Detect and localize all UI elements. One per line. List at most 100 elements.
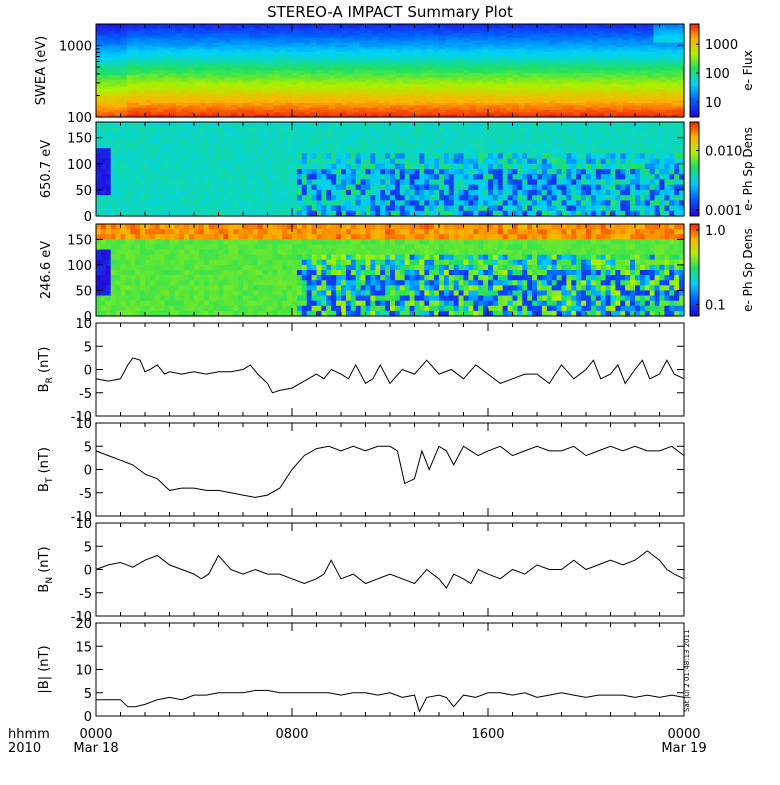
pad650-heatmap-cell [238,153,244,159]
pad650-heatmap-cell [277,164,283,170]
pad650-heatmap-cell [459,143,465,149]
pad650-heatmap-cell [669,143,675,149]
pad650-heatmap-cell [326,127,332,133]
pad650-heatmap-cell [361,127,367,133]
pad650-heatmap-cell [532,159,538,165]
pad650-heatmap-cell [189,159,195,165]
pad650-heatmap-cell [361,159,367,165]
pad650-heatmap-cell [586,148,592,154]
pad650-heatmap-cell [258,122,264,128]
pad650-heatmap-cell [292,164,298,170]
pad650-heatmap-cell [268,122,274,128]
pad650-heatmap-cell [121,132,127,138]
pad650-heatmap-cell [537,164,543,170]
pad650-heatmap-cell [596,153,602,159]
pad650-heatmap-cell [258,132,264,138]
pad650-heatmap-cell [527,132,533,138]
pad650-heatmap-cell [532,132,538,138]
pad650-heatmap-cell [674,138,680,144]
pad650-heatmap-cell [444,127,450,133]
pad650-heatmap-cell [317,143,323,149]
pad650-heatmap-cell [586,143,592,149]
pad650-heatmap-cell [361,138,367,144]
pad650-heatmap-cell [253,127,258,133]
pad650-heatmap-cell [611,143,617,149]
pad650-heatmap-cell [140,127,146,133]
pad650-heatmap-cell [449,143,455,149]
pad650-heatmap-cell [498,122,504,128]
pad650-heatmap-cell [321,138,327,144]
pad650-heatmap-cell [439,132,445,138]
pad650-heatmap-cell [184,164,190,170]
pad650-heatmap-cell [140,143,146,149]
pad650-heatmap-cell [336,127,342,133]
pad650-heatmap-cell [287,143,293,149]
pad650-heatmap-cell [611,148,617,154]
pad650-heatmap-cell [537,138,543,144]
pad650-heatmap-cell [174,164,180,170]
pad650-heatmap-cell [106,138,112,144]
pad650-heatmap-cell [336,132,342,138]
pad650-heatmap-cell [130,159,136,165]
pad650-heatmap-cell [223,132,229,138]
pad650-heatmap-cell [155,127,161,133]
pad650-heatmap-cell [272,159,278,165]
pad650-heatmap-cell [346,148,352,154]
pad650-heatmap-cell [356,143,362,149]
pad650-heatmap-cell [581,127,587,133]
pad650-heatmap-cell [576,127,582,133]
pad650-heatmap-cell [640,164,646,170]
pad650-heatmap-cell [121,159,127,165]
pad650-heatmap-cell [204,143,210,149]
pad650-heatmap-cell [263,153,269,159]
pad650-heatmap-cell [606,143,612,149]
pad650-heatmap-cell [170,132,176,138]
pad650-heatmap-cell [522,127,528,133]
pad650-heatmap-cell [184,127,190,133]
pad650-heatmap-cell [513,138,519,144]
pad650-heatmap-cell [522,148,528,154]
pad650-heatmap-cell [268,164,274,170]
pad650-heatmap-cell [576,138,582,144]
pad650-heatmap-cell [625,143,631,149]
pad650-heatmap-cell [292,143,298,149]
pad650-heatmap-cell [473,164,479,170]
pad650-heatmap-cell [160,153,166,159]
pad650-heatmap-cell [223,159,229,165]
pad650-heatmap-cell [581,132,587,138]
pad650-heatmap-cell [204,164,210,170]
pad650-heatmap-cell [400,148,406,154]
pad650-heatmap-cell [395,159,401,165]
pad650-heatmap-cell [116,164,122,170]
pad650-heatmap-cell [130,132,136,138]
pad650-heatmap-cell [601,127,607,133]
pad650-heatmap-cell [204,148,210,154]
pad650-heatmap-cell [258,159,264,165]
pad650-heatmap-cell [444,132,450,138]
pad650-heatmap-cell [429,138,435,144]
pad650-heatmap-cell [179,159,185,165]
pad650-heatmap-cell [557,143,563,149]
pad650-heatmap-cell [464,143,470,149]
pad650-heatmap-cell [214,132,220,138]
pad650-heatmap-cell [361,164,367,170]
pad650-heatmap-cell [228,132,234,138]
pad650-heatmap-cell [243,143,249,149]
pad650-heatmap-cell [620,122,626,128]
pad650-heatmap-cell [400,138,406,144]
pad650-heatmap-cell [121,138,127,144]
pad650-heatmap-cell [566,159,572,165]
pad650-heatmap-cell [488,159,494,165]
pad650-heatmap-cell [96,148,102,154]
pad650-heatmap-cell [557,127,563,133]
pad650-heatmap-cell [204,159,210,165]
pad650-heatmap-cell [96,122,102,128]
pad650-heatmap-cell [331,159,337,165]
pad650-heatmap-cell [419,143,425,149]
pad650-heatmap-cell [258,148,264,154]
pad650-heatmap-cell [297,127,303,133]
pad650-heatmap-cell [268,127,274,133]
pad650-heatmap-cell [591,122,597,128]
pad650-heatmap-cell [650,159,656,165]
pad650-heatmap-cell [468,164,474,170]
